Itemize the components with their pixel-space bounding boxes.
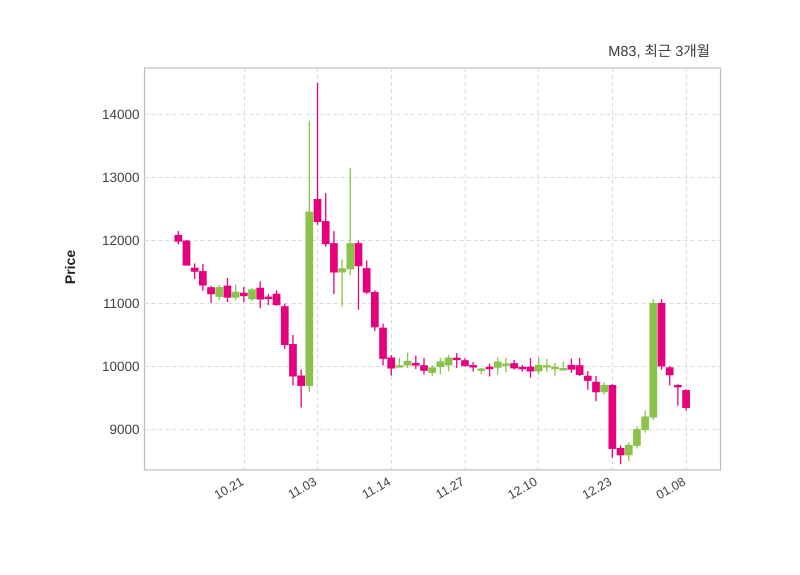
svg-text:M83, 최근 3개월: M83, 최근 3개월 xyxy=(608,44,710,60)
svg-text:10000: 10000 xyxy=(102,359,140,374)
svg-text:12000: 12000 xyxy=(102,233,140,248)
svg-text:11000: 11000 xyxy=(103,296,140,311)
svg-text:9000: 9000 xyxy=(109,422,139,437)
svg-text:14000: 14000 xyxy=(102,107,140,122)
svg-text:13000: 13000 xyxy=(102,170,140,185)
svg-text:Price: Price xyxy=(62,250,78,284)
